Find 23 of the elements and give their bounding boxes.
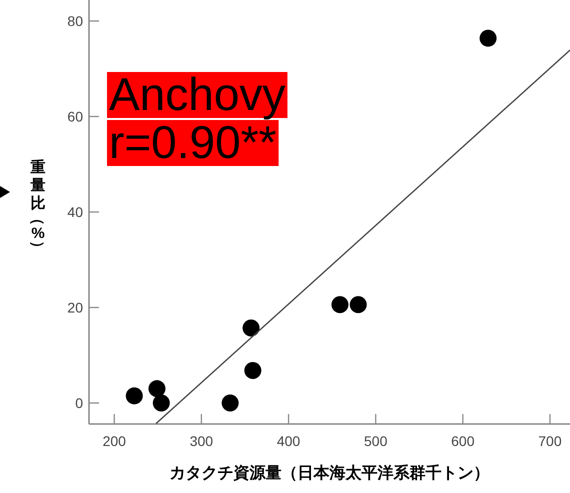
point <box>331 296 348 314</box>
point <box>148 380 166 398</box>
point <box>152 394 170 412</box>
point <box>350 296 367 314</box>
x-tick-label: 200 <box>102 433 126 449</box>
y-tick-label: 80 <box>67 13 84 30</box>
point <box>244 362 262 380</box>
ylabel: 重量比（%） <box>29 159 46 256</box>
point <box>222 394 239 412</box>
x-axis-title: カタクチ資源量（日本海太平洋系群千トン） <box>170 464 490 482</box>
point <box>242 320 260 337</box>
point <box>126 387 143 404</box>
x-tick-label: 700 <box>538 433 562 449</box>
x-tick-label: 600 <box>451 433 475 449</box>
x-tick-label: 500 <box>364 433 388 449</box>
y-tick-label: 60 <box>67 108 84 125</box>
point <box>480 30 497 47</box>
y-tick-label: 0 <box>75 394 84 411</box>
y-tick-label: 20 <box>67 299 84 316</box>
x-tick-label: 400 <box>276 433 300 449</box>
annotation: Anchovy <box>109 68 286 120</box>
x-tick-label: 300 <box>190 433 214 449</box>
y-tick-label: 40 <box>67 204 84 220</box>
